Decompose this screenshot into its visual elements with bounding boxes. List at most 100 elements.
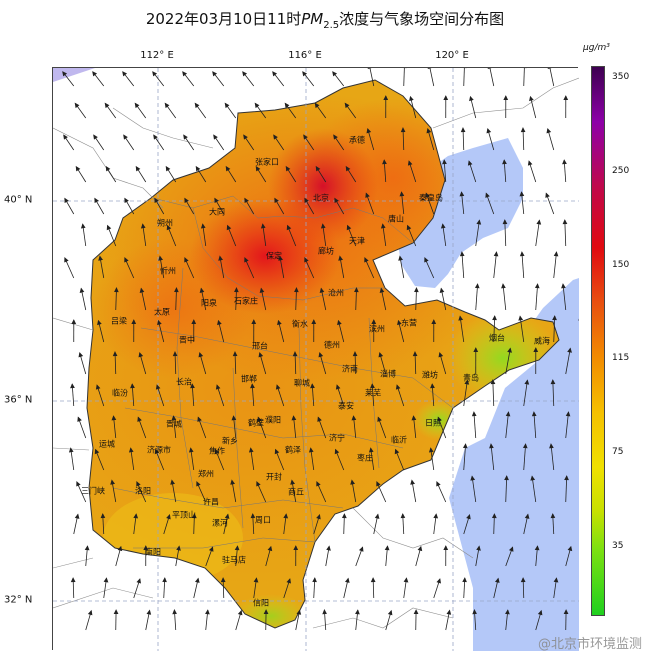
wind-arrow-head xyxy=(436,578,441,584)
wind-arrow-head xyxy=(74,102,80,109)
wind-arrow-head xyxy=(486,128,492,134)
wind-arrow-head xyxy=(293,545,299,551)
wind-arrow-head xyxy=(114,287,119,293)
city-label: 驻马店 xyxy=(222,555,246,565)
city-label: 廊坊 xyxy=(318,246,334,256)
wind-arrow-head xyxy=(135,165,141,172)
wind-arrow-head xyxy=(502,159,507,165)
wind-arrow-head xyxy=(334,448,340,455)
wind-arrow-head xyxy=(296,609,302,615)
wind-arrow-head xyxy=(318,352,324,358)
wind-arrow-head xyxy=(258,352,264,358)
wind-arrow-shaft xyxy=(523,444,526,471)
wind-arrow-head xyxy=(174,287,179,293)
wind-arrow-head xyxy=(244,257,249,263)
city-label: 济南 xyxy=(342,364,358,374)
wind-arrow-head xyxy=(519,251,525,257)
wind-arrow-shaft xyxy=(550,444,555,471)
city-label: 太原 xyxy=(154,307,170,317)
wind-arrow-head xyxy=(471,411,477,417)
wind-arrow-head xyxy=(275,384,281,390)
wind-arrow-head xyxy=(251,319,257,325)
map-panel: 承德 张家口 北京 秦皇岛 大同 朔州 唐山 天津 廊坊 保定 忻州 沧州 石家庄 阳泉 太原 衡水 吕梁 滨州 东… xyxy=(52,67,579,651)
city-label: 北京 xyxy=(313,193,329,203)
wind-arrow-head xyxy=(95,384,101,390)
wind-arrow-head xyxy=(563,609,569,614)
lon-tick: 112° E xyxy=(140,50,174,61)
wind-arrow-head xyxy=(567,347,572,353)
wind-arrow-head xyxy=(97,319,102,326)
wind-vectors xyxy=(62,68,579,631)
wind-arrow-head xyxy=(220,577,226,583)
wind-arrow-head xyxy=(218,255,224,261)
wind-arrow-head xyxy=(84,545,90,551)
city-label: 青岛 xyxy=(463,373,479,383)
wind-arrow-head xyxy=(131,319,137,325)
wind-arrow-head xyxy=(263,609,269,614)
city-label: 晋中 xyxy=(179,335,195,345)
wind-arrow-head xyxy=(136,481,141,487)
wind-arrow-head xyxy=(430,383,435,389)
wind-arrow-head xyxy=(341,513,347,519)
wind-arrow-head xyxy=(71,319,77,325)
wind-arrow-shaft xyxy=(475,220,480,247)
wind-arrow-head xyxy=(165,165,171,172)
wind-arrow-head xyxy=(550,379,556,385)
city-label: 石家庄 xyxy=(234,296,258,306)
colorbar-tick: 35 xyxy=(612,541,624,551)
wind-arrow-head xyxy=(562,219,568,225)
wind-arrow-head xyxy=(493,251,499,257)
wind-arrow-head xyxy=(426,128,432,134)
wind-arrow-head xyxy=(431,319,437,325)
wind-arrow-shaft xyxy=(565,412,569,439)
wind-arrow-head xyxy=(98,255,104,261)
wind-arrow-head xyxy=(507,347,512,353)
city-label: 邢台 xyxy=(252,341,268,351)
wind-arrow-head xyxy=(567,545,573,552)
colorbar xyxy=(591,66,605,616)
wind-arrow-shaft xyxy=(403,68,405,87)
city-label: 沧州 xyxy=(328,288,344,298)
city-label: 阳泉 xyxy=(201,298,217,308)
city-label: 朔州 xyxy=(157,218,173,228)
wind-arrow-head xyxy=(563,95,569,101)
wind-arrow-shaft xyxy=(502,284,507,311)
wind-arrow-head xyxy=(248,447,254,453)
wind-arrow-head xyxy=(183,134,188,140)
wind-arrow-shaft xyxy=(523,380,528,407)
wind-arrow-head xyxy=(112,351,118,357)
wind-arrow-head xyxy=(522,443,528,449)
wind-arrow-head xyxy=(491,513,497,519)
wind-arrow-head xyxy=(194,102,200,109)
wind-arrow-head xyxy=(466,514,471,520)
wind-arrow-head xyxy=(75,165,81,172)
wind-arrow-head xyxy=(231,415,237,421)
wind-arrow-head xyxy=(253,577,259,583)
wind-arrow-head xyxy=(94,197,99,204)
wind-arrow-head xyxy=(278,255,284,261)
wind-arrow-head xyxy=(365,192,370,198)
city-label: 鹤泽 xyxy=(285,445,301,455)
wind-arrow-head xyxy=(458,315,464,321)
wind-arrow-head xyxy=(399,191,405,197)
sea-corner xyxy=(53,68,95,82)
wind-arrow-head xyxy=(524,379,530,385)
wind-arrow-head xyxy=(561,283,566,289)
wind-arrow-head xyxy=(413,609,419,614)
wind-arrow-head xyxy=(64,197,69,204)
wind-arrow-head xyxy=(87,609,93,616)
wind-arrow-head xyxy=(345,165,351,172)
wind-arrow-head xyxy=(316,514,321,520)
wind-arrow-head xyxy=(195,165,201,172)
wind-arrow-head xyxy=(439,287,445,293)
city-label: 衡水 xyxy=(292,319,308,329)
wind-arrow-head xyxy=(524,513,530,519)
wind-arrow-head xyxy=(382,159,387,165)
wind-arrow-head xyxy=(376,481,381,487)
wind-arrow-head xyxy=(501,283,506,289)
wind-arrow-head xyxy=(424,257,429,263)
city-label: 枣庄 xyxy=(357,453,373,463)
wind-arrow-head xyxy=(344,102,350,109)
city-label: 长治 xyxy=(176,377,192,387)
city-label: 唐山 xyxy=(388,214,404,224)
